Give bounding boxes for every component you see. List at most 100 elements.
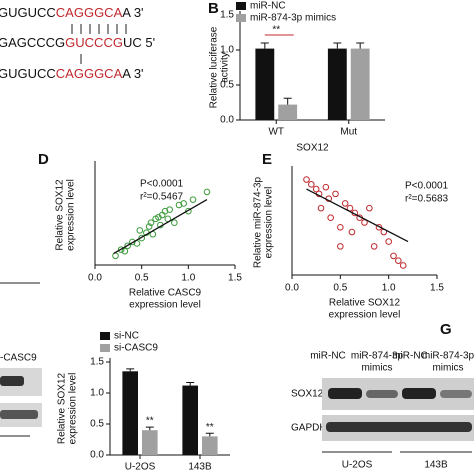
stat-label: r²=0.5683 xyxy=(405,194,449,205)
sequence: GUGUCCCAGGGCAA 3' xyxy=(0,66,144,81)
legend-label: si-NC xyxy=(114,331,139,342)
point xyxy=(129,238,136,246)
x-axis-label: Relative SOX12 xyxy=(329,298,401,309)
point xyxy=(341,200,349,207)
y-axis-label: Relative SOX12 xyxy=(57,372,68,444)
group-label: 143B xyxy=(424,460,448,471)
point xyxy=(175,201,183,209)
point xyxy=(147,219,155,226)
lane-label: miR-874-3p xyxy=(351,351,404,362)
sequence: GAGCCCGGUCCCGUC 5' xyxy=(0,35,155,50)
lane-label: miR-NC xyxy=(392,351,428,362)
bar xyxy=(142,430,158,455)
x-tick-label: 1.5 xyxy=(430,283,444,294)
panel-label: D xyxy=(38,151,49,168)
error-bar xyxy=(126,368,135,372)
lane-label: miR-874-3p xyxy=(422,351,474,362)
point xyxy=(112,252,119,260)
point xyxy=(327,214,334,222)
error-bar xyxy=(205,432,214,437)
error-bar xyxy=(145,426,154,431)
point xyxy=(161,207,169,215)
error-bar xyxy=(356,42,365,49)
bar xyxy=(202,436,218,455)
significance-label: ** xyxy=(146,416,154,427)
bar xyxy=(182,385,198,455)
error-bar xyxy=(283,97,292,105)
bar xyxy=(278,104,298,120)
bar xyxy=(255,48,275,120)
panel-label: G xyxy=(440,321,452,338)
point xyxy=(399,262,407,269)
y-tick-label: 0.5 xyxy=(90,419,104,430)
y-tick-label: 1.5 xyxy=(90,357,104,368)
panel-label: B xyxy=(208,0,219,17)
blot-band xyxy=(0,410,38,419)
trendline xyxy=(306,188,409,243)
group-label: U-2OS xyxy=(342,460,373,471)
point xyxy=(395,257,402,264)
x-tick-label: U-2OS xyxy=(125,462,156,473)
y-tick-label: 1.0 xyxy=(220,45,234,56)
x-tick-label: 0.0 xyxy=(285,283,299,294)
legend-swatch xyxy=(100,332,110,340)
y-tick-label: 0.0 xyxy=(90,450,104,461)
point xyxy=(337,223,344,231)
y-axis-label: expression level xyxy=(66,179,77,251)
blot-band xyxy=(0,376,24,386)
legend-swatch xyxy=(100,344,110,352)
panel-label: E xyxy=(262,151,272,168)
blot-band xyxy=(328,388,362,399)
point xyxy=(390,252,397,260)
x-tick-label: 1.0 xyxy=(382,283,396,294)
point xyxy=(124,242,131,250)
blot-band xyxy=(440,390,472,398)
point xyxy=(145,223,153,230)
y-axis-label: expression level xyxy=(68,373,79,445)
point xyxy=(366,204,373,212)
x-tick-label: 1.0 xyxy=(181,273,195,284)
lane-label: miR-NC xyxy=(310,351,346,362)
y-axis-label: Relative miR-874-3p xyxy=(253,176,264,268)
point xyxy=(348,228,356,236)
y-tick-label: 0.5 xyxy=(220,80,234,91)
x-tick-label: 0.5 xyxy=(135,273,149,284)
point xyxy=(136,227,144,234)
point xyxy=(180,200,187,207)
point xyxy=(303,176,310,183)
x-tick-label: 1.5 xyxy=(228,273,242,284)
blot-band xyxy=(402,388,436,399)
row-label: SOX12 xyxy=(291,389,324,400)
point xyxy=(317,204,325,212)
bar xyxy=(350,48,370,120)
bar xyxy=(122,371,138,455)
x-tick-label: WT xyxy=(268,127,284,138)
point xyxy=(166,206,173,213)
y-axis-label: Relative SOX12 xyxy=(55,179,66,251)
x-tick-label: Mut xyxy=(340,127,357,138)
point xyxy=(322,183,330,191)
pairing-lines xyxy=(71,24,127,64)
y-axis-label: activity xyxy=(220,52,231,83)
point xyxy=(332,190,339,198)
point xyxy=(121,247,129,255)
x-axis-label: expression level xyxy=(129,300,201,311)
point xyxy=(370,243,378,250)
point xyxy=(203,188,211,196)
legend-swatch xyxy=(236,2,246,10)
y-tick-label: 1.0 xyxy=(90,388,104,399)
significance-label: ** xyxy=(206,422,214,433)
point xyxy=(312,185,320,193)
error-bar xyxy=(333,42,342,49)
bar xyxy=(327,48,347,120)
lane-label: mimics xyxy=(432,363,463,374)
point xyxy=(117,246,125,253)
legend-swatch xyxy=(236,14,246,22)
x-tick-label: 0.5 xyxy=(333,283,347,294)
blot-band xyxy=(366,390,398,398)
point xyxy=(375,223,383,231)
legend-label: miR-874-3p mimics xyxy=(250,13,336,24)
point xyxy=(385,238,392,245)
y-tick-label: 1.5 xyxy=(220,10,234,21)
error-bar xyxy=(260,42,269,49)
